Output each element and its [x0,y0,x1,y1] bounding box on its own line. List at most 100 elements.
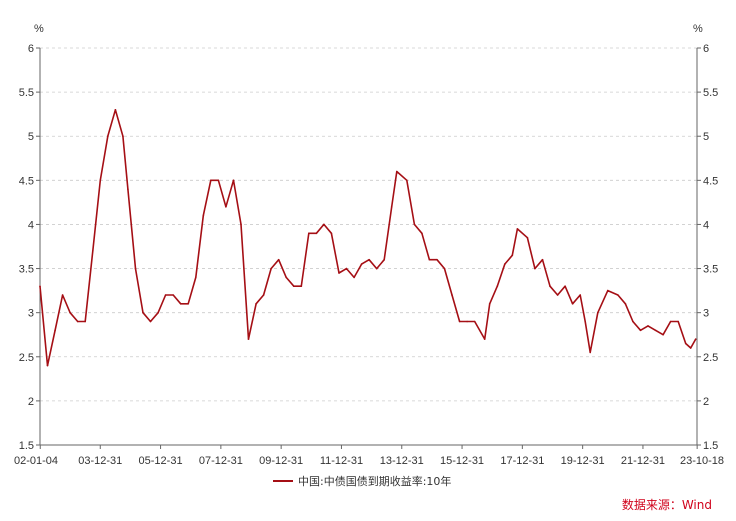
y-tick-label-right: 2 [703,396,709,408]
data-point [232,179,235,182]
y-tick-label-right: 5.5 [703,87,718,99]
data-point [323,223,325,226]
data-point [504,263,506,265]
data-point [187,303,189,305]
x-tick-label: 15-12-31 [440,455,484,467]
right-y-unit-label: % [693,23,703,35]
x-tick-label: 13-12-31 [380,455,424,467]
data-point [534,267,536,270]
data-point [677,320,679,323]
data-point [39,285,41,288]
y-tick-label-left: 5.5 [19,87,34,99]
y-tick-label-right: 3 [703,308,709,320]
data-point [689,347,692,349]
data-point [526,236,529,239]
data-point [202,214,205,217]
data-point [662,333,664,336]
data-point [684,342,687,345]
data-point [107,135,109,137]
data-point [210,179,212,182]
y-tick-label-right: 6 [703,43,709,55]
y-tick-label-right: 5 [703,131,709,143]
data-point [127,188,129,190]
data-point [443,267,446,270]
data-point [315,232,318,235]
data-point [240,223,242,226]
data-point [69,311,71,314]
data-point [390,206,393,208]
data-point [549,285,551,288]
data-point [584,320,586,323]
y-tick-label-left: 5 [28,131,34,143]
y-tick-label-left: 1.5 [19,440,34,452]
data-point [92,250,94,252]
data-point [142,311,144,314]
data-point [179,303,182,305]
data-point [149,320,152,323]
data-point [164,294,167,296]
data-point [516,228,519,230]
data-point [466,320,468,323]
x-tick-label: 03-12-31 [78,455,122,467]
data-point [247,338,250,340]
data-point [406,179,408,182]
data-point [330,232,333,235]
data-point [54,329,56,332]
y-tick-label-right: 4 [703,219,709,231]
data-point [122,135,124,137]
data-point [255,303,257,305]
data-point [157,311,159,314]
data-point [617,294,619,296]
data-point [428,258,431,261]
data-point [473,320,476,323]
data-point [360,263,363,265]
data-point [375,267,378,270]
data-point [496,285,499,288]
data-point [277,258,280,261]
y-tick-label-right: 1.5 [703,440,718,452]
data-point [564,285,566,288]
data-point [134,267,137,270]
data-point [571,303,574,305]
x-tick-label: 17-12-31 [500,455,544,467]
data-point [195,276,197,279]
data-point [308,232,310,235]
series-line [39,109,697,367]
data-point [458,320,461,323]
x-tick-label: 23-10-18 [680,455,724,467]
data-point [262,294,265,296]
y-tick-label-right: 4.5 [703,175,718,187]
data-point [61,294,64,296]
y-tick-label-right: 3.5 [703,264,718,276]
data-source-note: 数据来源：Wind [621,498,712,512]
data-point [556,294,559,296]
data-point [368,258,370,261]
data-point [647,325,649,327]
data-point [396,170,398,173]
data-point [270,267,272,270]
right-y-tick-labels: 1.5 2 2.5 3 3.5 4 4.5 5 5.5 6 [697,43,718,452]
x-tick-label: 07-12-31 [199,455,243,467]
x-tick-label: 21-12-31 [621,455,665,467]
x-tick-label: 11-12-31 [320,455,363,467]
data-point [413,223,416,226]
data-point [597,311,599,314]
y-tick-label-left: 6 [28,43,34,55]
left-y-tick-labels: 1.5 2 2.5 3 3.5 4 4.5 5 5.5 6 [19,43,40,452]
x-tick-labels: 02-01-04 03-12-31 05-12-31 07-12-31 09-12-31… [14,445,724,467]
data-point [84,320,86,323]
data-point [46,364,49,367]
data-point [541,258,544,261]
data-point [300,285,303,288]
data-point [669,320,672,323]
data-point [285,276,288,279]
data-point [511,254,514,257]
y-tick-label-left: 2 [28,396,34,408]
data-point [345,267,348,270]
data-point [654,329,657,332]
y-tick-label-left: 2.5 [19,352,34,364]
gridlines [40,47,697,402]
data-point [99,179,102,182]
y-tick-label-left: 4 [28,219,34,231]
